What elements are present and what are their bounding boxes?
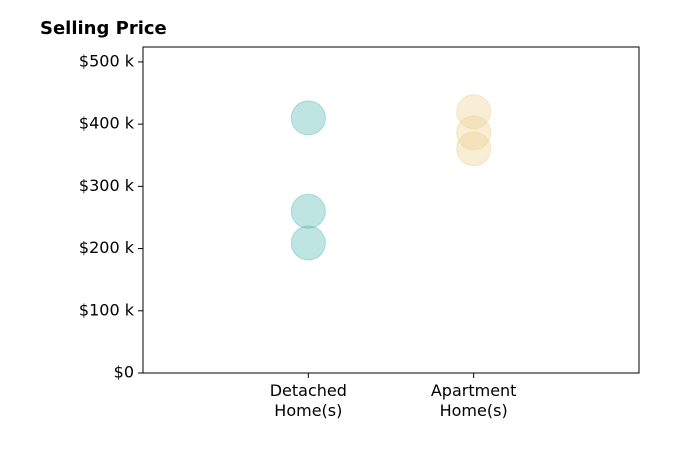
y-tick-label: $0 [114,363,134,382]
x-tick-label: Detached Home(s) [269,381,347,420]
y-tick-label: $300 k [79,176,135,195]
point [290,100,326,136]
y-tick-label: $200 k [79,238,135,257]
plot-frame [142,46,640,374]
chart-title: Selling Price [40,18,167,39]
point [290,193,326,229]
y-tick-label: $400 k [79,114,135,133]
point [456,94,492,130]
point [290,225,326,261]
y-tick-label: $500 k [79,51,135,70]
y-tick-label: $100 k [79,300,135,319]
x-tick-label: Apartment Home(s) [430,381,517,420]
point [456,131,492,167]
point [456,115,492,151]
